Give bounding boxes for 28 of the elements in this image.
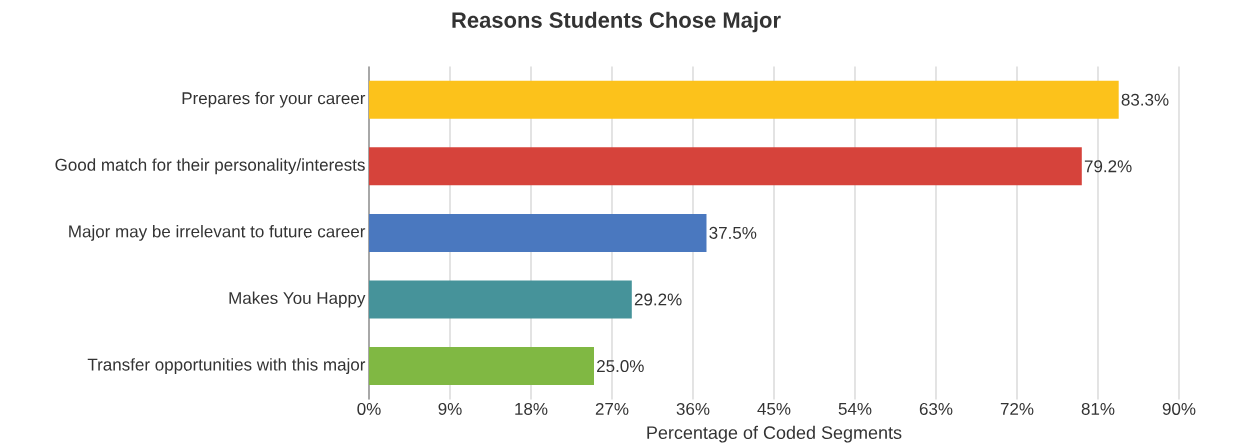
x-tick-label: 54%	[838, 402, 872, 415]
data-label: 29.2%	[634, 293, 682, 306]
y-tick-label: Major may be irrelevant to future career	[69, 225, 366, 241]
y-tick-label: Transfer opportunities with this major	[87, 358, 366, 375]
bar	[369, 280, 632, 319]
y-tick-label: Makes You Happy	[229, 291, 366, 308]
data-label: 37.5%	[709, 226, 757, 239]
x-tick-label: 27%	[595, 402, 629, 415]
y-tick-label: Prepares for your career	[182, 91, 366, 108]
bar	[369, 80, 1119, 119]
bar	[369, 347, 594, 386]
data-label: 25.0%	[597, 360, 644, 373]
x-tick-label: 90%	[1162, 402, 1196, 415]
bar	[369, 213, 707, 252]
x-tick-label: 18%	[515, 402, 548, 415]
x-axis-title: Percentage of Coded Segments	[647, 425, 902, 443]
y-tick-label: Good match for their personality/interests	[55, 158, 365, 175]
data-label: 83.3%	[1121, 93, 1169, 106]
x-tick-label: 81%	[1081, 402, 1115, 415]
x-tick-label: 63%	[919, 402, 953, 415]
x-tick-label: 72%	[1000, 402, 1034, 415]
x-tick-label: 9%	[438, 402, 462, 415]
bar	[369, 147, 1082, 186]
data-label: 79.2%	[1084, 160, 1132, 173]
chart-title: Reasons Students Chose Major	[452, 11, 781, 33]
x-tick-label: 45%	[757, 402, 791, 415]
x-tick-label: 0%	[357, 402, 381, 415]
x-tick-label: 36%	[676, 402, 710, 415]
